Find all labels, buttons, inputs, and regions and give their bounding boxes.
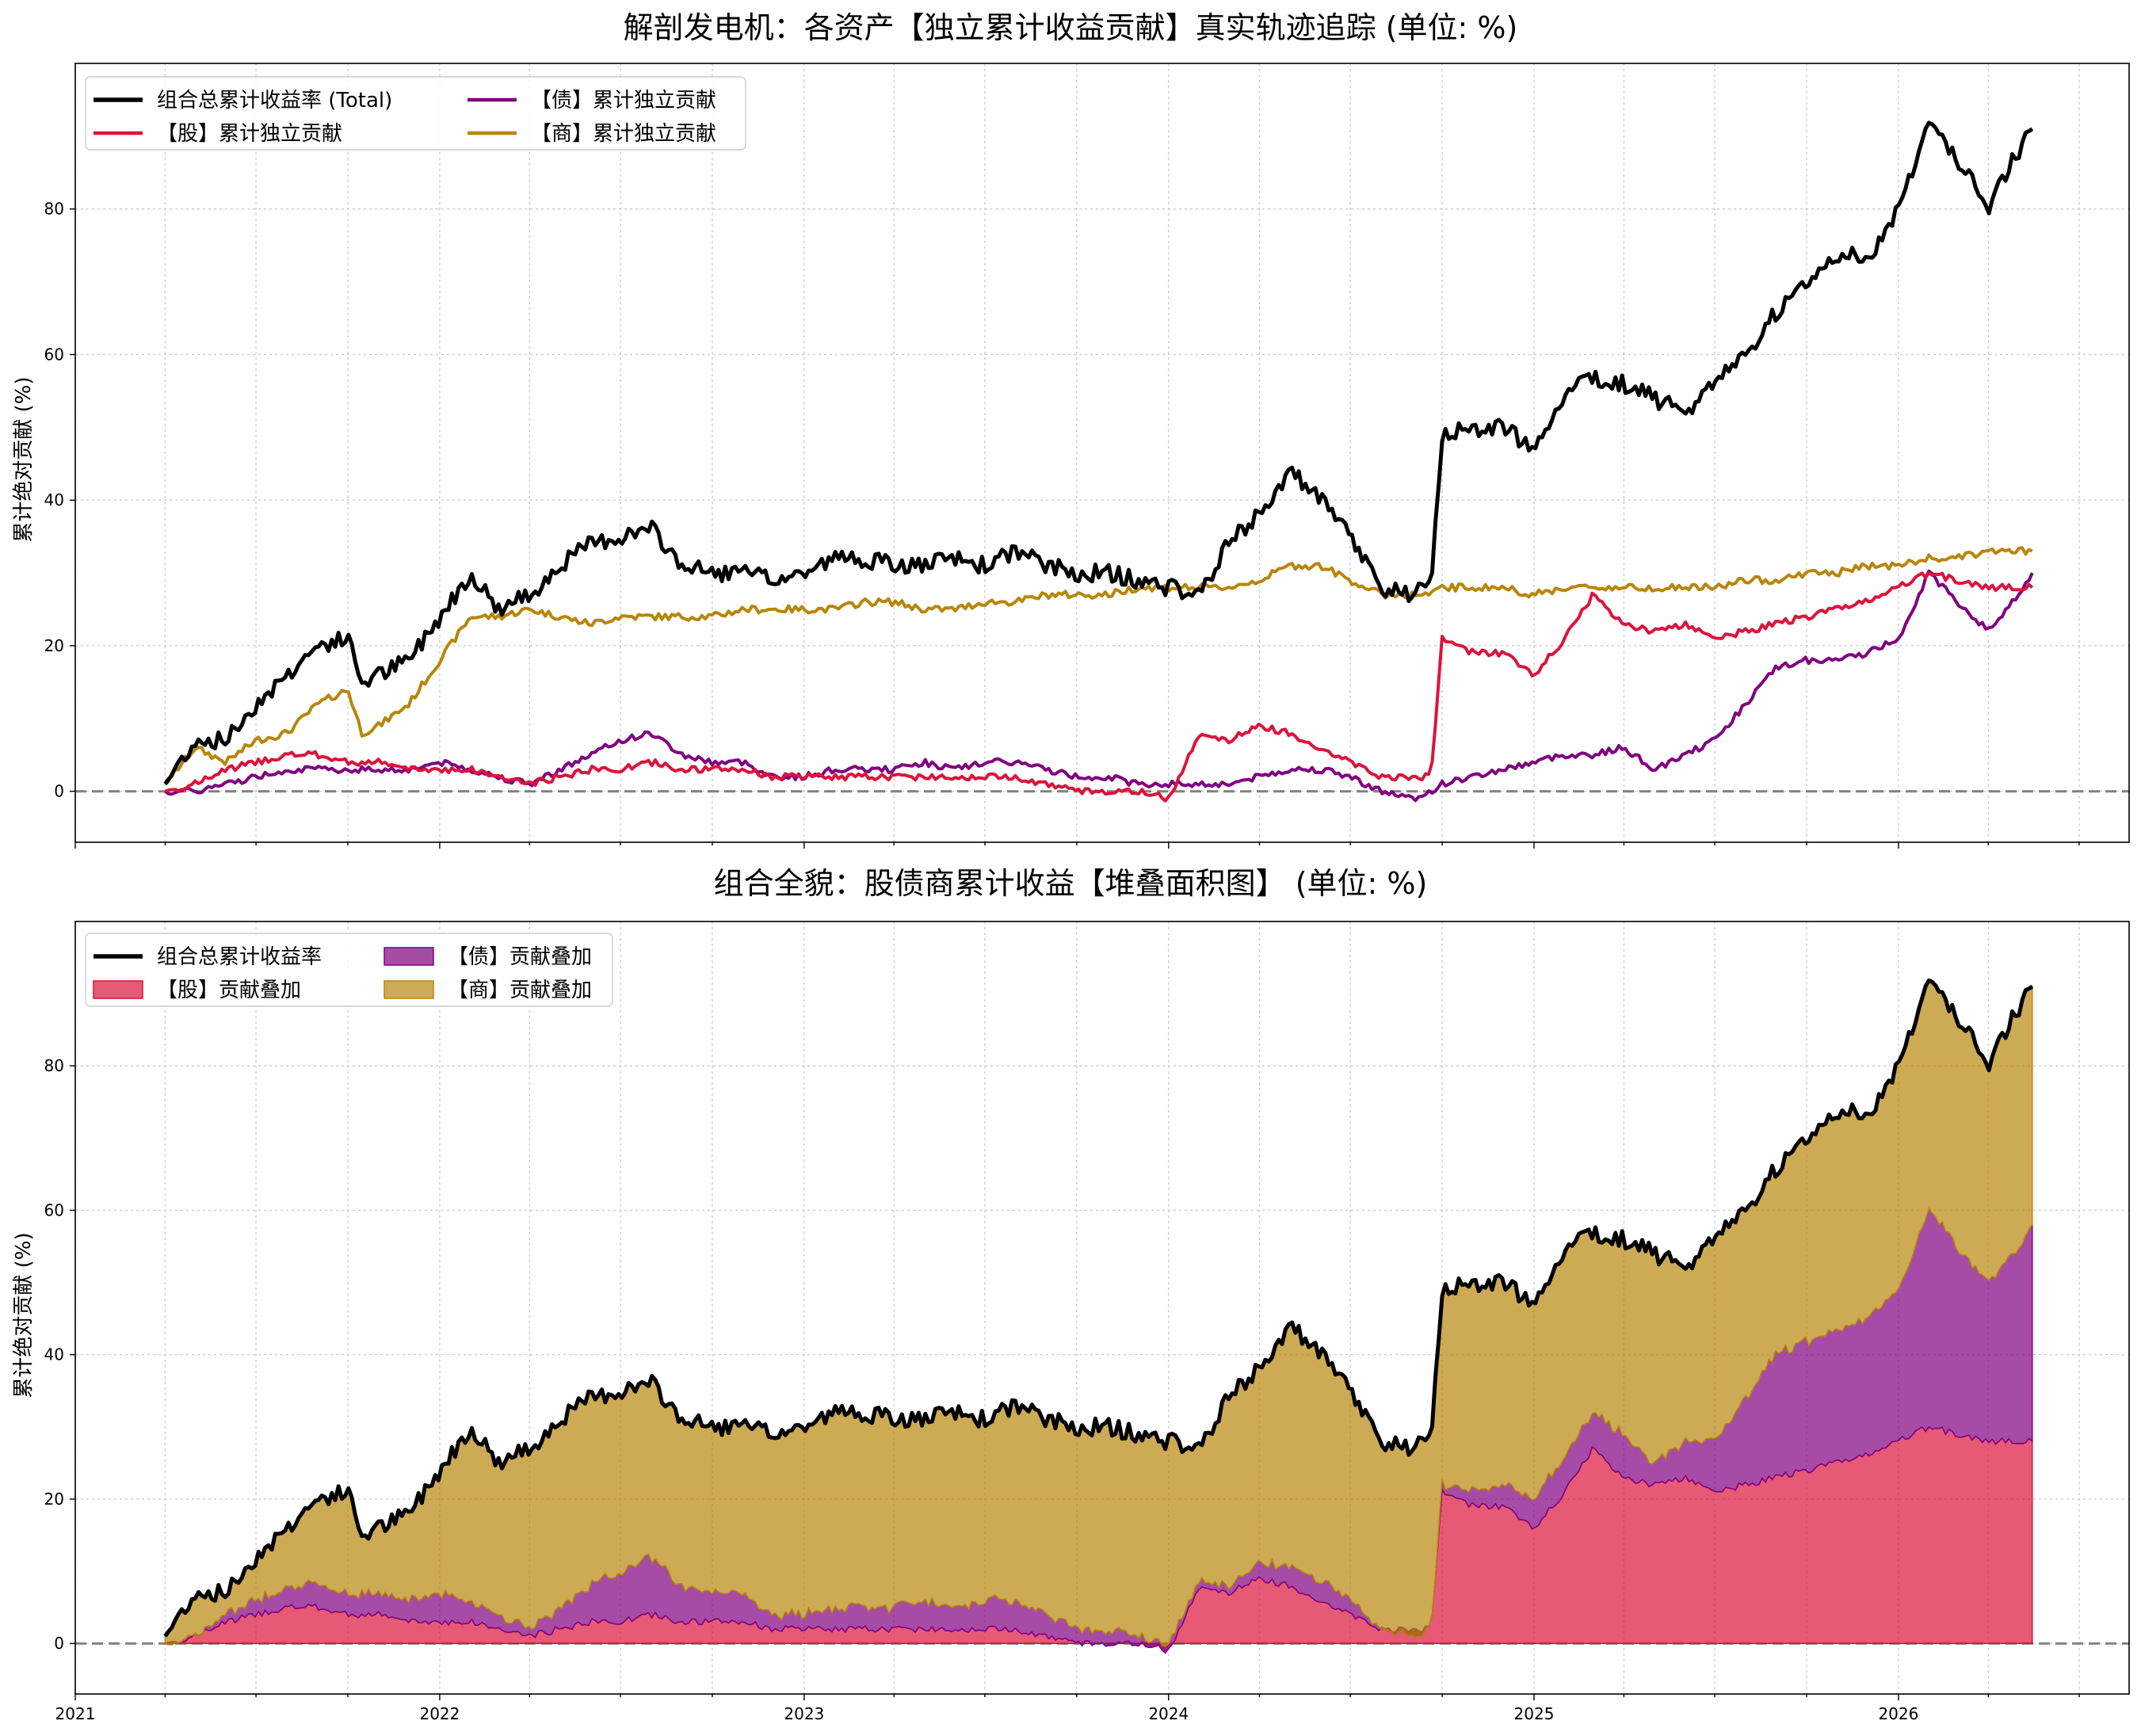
legend-swatch xyxy=(384,980,434,999)
series-line-equity xyxy=(164,571,2034,803)
y-tick-label: 20 xyxy=(44,636,64,655)
chart2-title: 组合全貌：股债商累计收益【堆叠面积图】 (单位: %) xyxy=(714,866,1428,901)
legend-label: 组合总累计收益率 xyxy=(157,945,322,969)
chart2-series-group xyxy=(163,978,2034,1654)
x-tick-label: 2021 xyxy=(55,1704,96,1723)
legend-label: 【商】贡献叠加 xyxy=(448,979,592,1002)
chart1-ylabel: 累计绝对贡献 (%) xyxy=(12,376,36,542)
y-tick-label: 60 xyxy=(44,1200,64,1219)
legend-box xyxy=(85,76,746,151)
legend-label: 【股】累计独立贡献 xyxy=(157,122,342,146)
chart2-y-axis: 0 20 40 60 80 xyxy=(44,1056,75,1653)
y-tick-label: 20 xyxy=(44,1490,64,1509)
chart1-series-group xyxy=(163,120,2034,803)
series-line-total xyxy=(163,978,2034,1638)
legend-swatch xyxy=(93,980,143,999)
legend-label: 【债】累计独立贡献 xyxy=(531,89,716,113)
legend-label: 【股】贡献叠加 xyxy=(157,979,301,1002)
series-line-total xyxy=(163,120,2034,785)
legend-label: 组合总累计收益率 (Total) xyxy=(157,89,392,113)
legend-box xyxy=(85,933,613,1007)
chart1-x-axis xyxy=(74,842,2080,849)
y-tick-label: 60 xyxy=(44,345,64,364)
legend-swatch xyxy=(384,947,434,966)
legend-label: 【债】贡献叠加 xyxy=(448,945,592,969)
chart2-plot-frame xyxy=(74,921,2130,1695)
chart1-plot-frame xyxy=(74,63,2130,843)
x-tick-label: 2022 xyxy=(419,1704,460,1723)
chart2-x-axis: 2021 2022 2023 2024 2025 2026 xyxy=(55,1694,2080,1723)
y-tick-label: 0 xyxy=(54,1634,64,1653)
chart1-title: 解剖发电机：各资产【独立累计收益贡献】真实轨迹追踪 (单位: %) xyxy=(624,10,1518,45)
chart1-legend: 组合总累计收益率 (Total) 【股】累计独立贡献 【债】累计独立贡献【商】累计独… xyxy=(85,76,746,151)
y-tick-label: 40 xyxy=(44,490,64,509)
series-line-commodity xyxy=(164,546,2033,786)
chart2-ylabel: 累计绝对贡献 (%) xyxy=(12,1232,36,1398)
chart2-legend: 组合总累计收益率【股】贡献叠加 【债】贡献叠加【商】贡献叠加 xyxy=(85,933,613,1007)
y-tick-label: 80 xyxy=(44,1056,64,1075)
y-tick-label: 0 xyxy=(54,782,64,801)
y-tick-label: 40 xyxy=(44,1345,64,1364)
chart1-y-axis: 0 20 40 60 80 xyxy=(44,200,75,801)
x-tick-label: 2026 xyxy=(1878,1704,1918,1723)
y-tick-label: 80 xyxy=(44,200,64,219)
legend-label: 【商】累计独立贡献 xyxy=(531,122,716,146)
x-tick-label: 2025 xyxy=(1514,1704,1555,1723)
x-tick-label: 2024 xyxy=(1148,1704,1189,1723)
x-tick-label: 2023 xyxy=(784,1704,824,1723)
